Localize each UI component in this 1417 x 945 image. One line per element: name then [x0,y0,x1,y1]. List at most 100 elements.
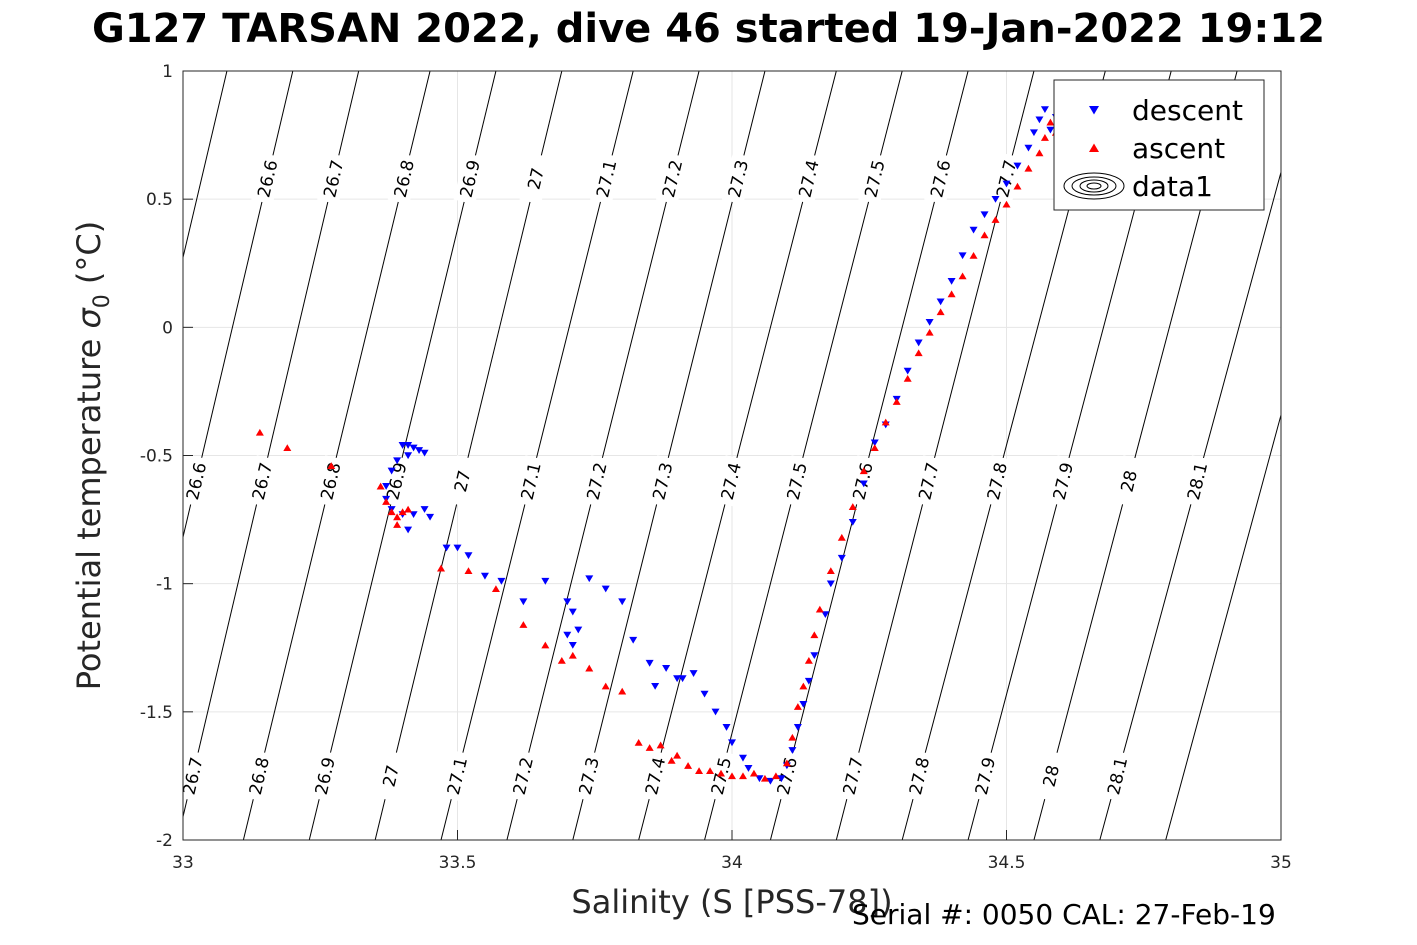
ascent-point [557,656,566,664]
legend-contour-ellipse [1071,176,1117,196]
contour-label-bg [245,455,279,508]
contour-label-bg [836,750,869,802]
ascent-point [848,503,857,510]
contour-label-bg [314,455,347,508]
contour-label-bg [646,455,679,508]
descent-point [722,724,731,731]
descent-point [662,665,671,672]
ascent-point [782,759,791,767]
contour-label-bg [514,455,547,508]
descent-point [464,552,473,560]
descent-point [415,447,424,454]
contour-label: 28.1 [1184,461,1212,502]
contour-label-bg [912,455,945,508]
contour-label: 27.2 [583,461,611,502]
contour-label-bg [990,152,1023,205]
ascent-point [771,772,780,780]
descent-point [442,544,451,552]
descent-point [426,513,435,521]
descent-point [870,439,879,447]
contour-label-bg [179,455,213,508]
x-axis-label: Salinity (S [PSS-78]) [571,883,892,921]
ascent-point [437,564,446,572]
descent-point [810,652,819,660]
descent-point [991,195,1000,203]
ascent-point [793,703,802,710]
descent-point [541,577,550,585]
legend-contour-ellipse [1079,179,1109,193]
contour-label-bg [580,455,613,508]
contour-label: 26.7 [180,755,208,796]
ascent-point [673,751,682,759]
contour-label: 28 [1040,763,1064,789]
descent-point [563,598,572,606]
ascent-point [519,621,528,628]
descent-point [804,677,813,685]
contour-label-bg [1101,750,1134,802]
y-axis-label-subscript: 0 [90,294,115,308]
ascent-point [760,774,769,782]
descent-point [711,708,720,716]
contour-label: 27 [379,763,403,789]
isopycnal-28.2 [1165,413,1281,840]
descent-point [519,598,528,606]
contour-label-bg [714,455,748,508]
y-axis-label-sigma: σ [70,307,108,329]
ascent-point [684,762,693,769]
descent-point [777,775,786,783]
ascent-point [283,444,292,452]
ascent-point [585,664,594,672]
ascent-point [837,533,846,541]
ascent-point [1046,118,1055,126]
contour-label: 26.7 [249,461,277,502]
legend-marker-ascent [1089,143,1099,152]
contour-label-bg [519,152,552,205]
descent-point [1040,106,1049,114]
contour-label-bg [242,750,276,802]
contour-label: 27.5 [784,461,812,502]
contour-label: 27.4 [796,158,824,199]
contour-label: 27.7 [840,755,868,796]
ascent-point [601,682,610,690]
x-tick-label: 34.5 [988,853,1026,873]
descent-point [404,442,413,449]
isopycnal-28.1 [1099,170,1281,840]
contour-label: 27.8 [984,461,1012,502]
ascent-point [1035,149,1044,157]
descent-point [398,442,407,449]
contour-label-bg [440,750,474,802]
descent-point [409,444,418,452]
ascent-point [892,398,901,405]
contour-label: 26.7 [320,158,348,199]
contour-label-bg [780,455,813,508]
contour-label-bg [792,152,825,205]
ascent-point [667,756,676,764]
y-tick-label: -1.5 [140,703,173,723]
ascent-point [717,769,726,777]
ascent-point [1002,200,1011,208]
ascent-point [958,272,967,280]
legend-marker-descent [1089,106,1099,115]
ascent-point [706,767,715,774]
contour-label-bg [721,152,755,205]
contour-label-bg [176,750,209,802]
ascent-point [936,308,945,316]
chart-title: G127 TARSAN 2022, dive 46 started 19-Jan… [91,6,1326,52]
contour-label: 26.6 [254,158,282,199]
contour-label-bg [317,152,350,205]
contour-label-bg [1046,455,1080,508]
legend-label-descent: descent [1132,94,1243,127]
descent-point [409,511,418,519]
contour-label: 28.1 [1104,755,1132,796]
ascent-point [728,772,736,780]
serial-cal-footer: Serial #: 0050 CAL: 27-Feb-19 [852,898,1276,931]
ascent-point [810,631,819,639]
ascent-point [376,482,385,490]
contour-label-bg [1180,455,1214,508]
ascent-point [914,349,923,357]
contour-label-bg [308,750,342,802]
ascent-point [634,738,643,746]
ascent-point [925,328,934,336]
descent-point [793,724,802,731]
